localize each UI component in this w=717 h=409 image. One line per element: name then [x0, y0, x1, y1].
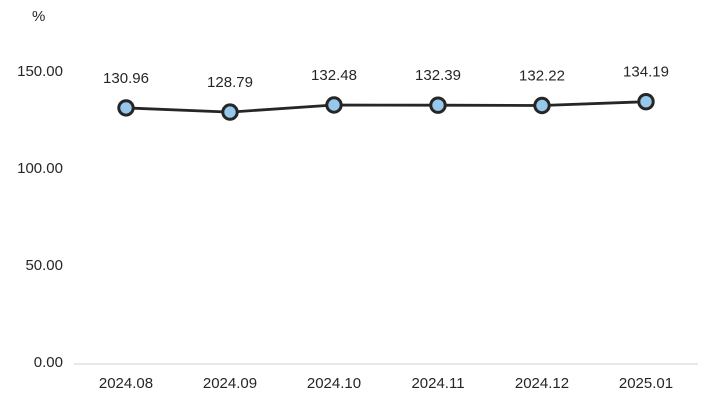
x-axis-label: 2024.08 — [99, 375, 153, 392]
y-axis-unit-label: % — [32, 8, 46, 25]
x-axis-label: 2024.11 — [411, 375, 464, 392]
data-point-marker — [221, 103, 239, 121]
data-point-label: 132.39 — [415, 67, 461, 84]
y-tick-label: 0.00 — [34, 354, 63, 371]
data-point-label: 128.79 — [207, 74, 253, 91]
x-axis-label: 2024.09 — [203, 375, 257, 392]
data-point-label: 130.96 — [103, 70, 149, 87]
data-point-label: 132.48 — [311, 67, 357, 84]
data-point-marker — [533, 96, 551, 115]
y-tick-label: 100.00 — [17, 160, 63, 177]
data-point-marker — [325, 96, 343, 114]
series-line — [124, 100, 648, 114]
x-axis-label: 2024.12 — [515, 375, 569, 392]
data-point-marker — [429, 96, 447, 114]
y-tick-label: 50.00 — [25, 257, 63, 274]
data-point-marker — [637, 93, 655, 111]
data-point-label: 134.19 — [623, 64, 669, 81]
x-axis-label: 2024.10 — [307, 375, 361, 392]
x-axis-label: 2025.01 — [619, 375, 673, 392]
data-point-marker — [117, 99, 135, 117]
y-tick-label: 150.00 — [17, 63, 63, 80]
data-point-label: 132.22 — [519, 68, 565, 85]
